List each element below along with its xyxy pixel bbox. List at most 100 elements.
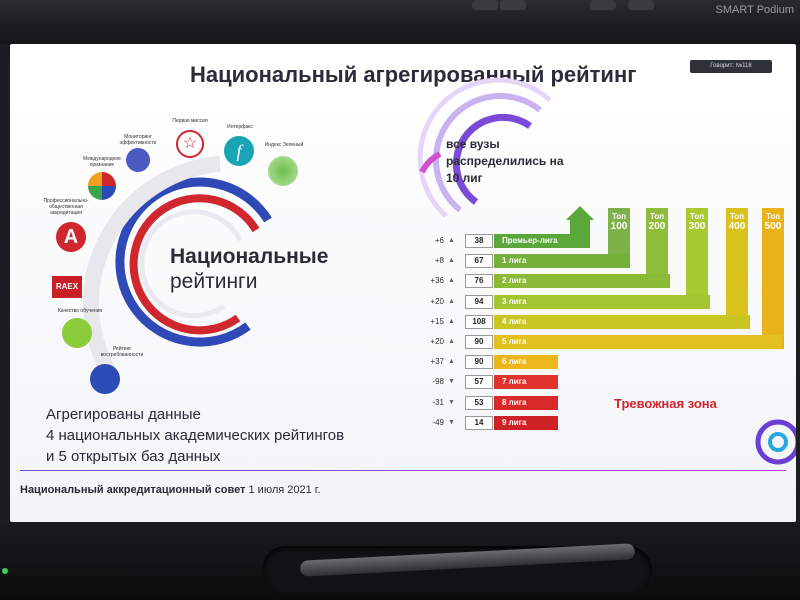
league-count: 90: [465, 335, 493, 349]
footer-org: Национальный аккредитационный совет: [20, 484, 246, 496]
up-triangle-icon: ▲: [448, 358, 455, 366]
top-column: [646, 208, 668, 289]
aggregated-line: 4 национальных академических рейтингов: [46, 427, 345, 444]
league-bar: 9 лига: [494, 415, 558, 430]
national-ratings-title: Национальные: [170, 245, 329, 268]
top-label-value: 500: [764, 221, 782, 232]
raex-icon: RAEX: [52, 276, 82, 298]
up-triangle-icon: ▲: [448, 317, 455, 325]
league-ring-purple: [452, 113, 533, 205]
icons-arc: [83, 156, 221, 379]
top-label-value: 200: [648, 221, 666, 232]
monitor-bezel-top: SMART Podium: [0, 0, 800, 44]
league-count: 94: [465, 294, 493, 309]
top-label-value: 300: [688, 221, 706, 232]
league-count: 38: [465, 234, 493, 248]
national-ring-blue: [115, 177, 272, 347]
league-count: 90: [465, 355, 493, 370]
up-triangle-icon: ▲: [448, 277, 455, 285]
league-delta: +36: [430, 276, 444, 286]
quality-icon: [62, 318, 92, 348]
league-delta: -98: [432, 377, 444, 387]
council-logo-inner: [768, 432, 788, 452]
icon-label: Первая миссия: [172, 118, 208, 124]
icon-label: Интерфакс: [227, 124, 253, 130]
league-ring-light: [432, 93, 542, 213]
league-count: 67: [465, 254, 493, 269]
up-triangle-icon: ▲: [448, 297, 455, 305]
monitoring-icon: [126, 148, 150, 172]
top-label-value: 400: [728, 221, 746, 232]
icon-label: Рейтинг востребованности: [100, 346, 144, 358]
top-column: [608, 208, 630, 269]
participant-label: Говорит: №118: [690, 60, 772, 73]
league-count: 108: [465, 314, 493, 329]
premier-arrow: [566, 206, 594, 220]
up-triangle-icon: ▲: [448, 257, 455, 265]
top-label-word: Топ: [611, 212, 627, 221]
bezel-button[interactable]: [590, 0, 616, 10]
aggregated-text: Агрегированы данные 4 национальных акаде…: [46, 404, 344, 467]
league-delta: +8: [434, 256, 444, 266]
league-bar: 2 лига: [494, 274, 670, 289]
all-universities-text: все вузы распределились на 10 лиг: [446, 137, 564, 185]
bezel-button[interactable]: [472, 0, 498, 10]
decorative-rings: [83, 77, 796, 465]
top-label-value: 100: [610, 221, 628, 232]
demand-icon: [90, 364, 120, 394]
bezel-button[interactable]: [500, 0, 526, 10]
footer-date: 1 июля 2021 г.: [245, 484, 321, 496]
top-label-word: Топ: [765, 212, 781, 221]
league-count: 53: [465, 395, 493, 410]
icon-label: Профессионально-общественная аккредитаци…: [43, 198, 89, 216]
league-delta: -31: [432, 397, 444, 407]
top-label: Топ 200: [646, 212, 668, 232]
top-label-word: Топ: [729, 212, 745, 221]
top-label: Топ 100: [608, 212, 630, 232]
interfax-icon: f: [224, 136, 254, 166]
league-delta: -49: [432, 417, 444, 427]
top-label-word: Топ: [689, 212, 705, 221]
presentation-slide: Национальный агрегированный рейтинг Гово…: [10, 44, 796, 522]
league-bar: 6 лига: [494, 355, 558, 370]
league-bar: 3 лига: [494, 294, 710, 309]
alarm-zone-label: Тревожная зона: [614, 396, 717, 411]
icon-label: Индекс Зеленый: [264, 142, 304, 148]
down-triangle-icon: ▼: [448, 378, 455, 386]
bezel-button[interactable]: [628, 0, 654, 10]
league-delta: +37: [430, 357, 444, 367]
league-bar: 4 лига: [494, 314, 750, 329]
icon-label: Качество обучения: [57, 308, 103, 314]
international-icon: [88, 172, 116, 200]
icon-label: Международное признание: [83, 156, 121, 168]
accreditation-icon: A: [56, 222, 86, 252]
top-label: Топ 400: [726, 212, 748, 232]
league-count: 76: [465, 274, 493, 289]
top-column: [686, 208, 708, 309]
down-triangle-icon: ▼: [448, 398, 455, 406]
top-label: Топ 300: [686, 212, 708, 232]
league-bar: 5 лига: [494, 335, 782, 349]
league-delta: +6: [434, 236, 444, 245]
league-bar: Премьер-лига: [494, 234, 580, 248]
league-delta: +15: [430, 316, 444, 326]
national-ring-red: [129, 194, 260, 335]
aggregated-line: Агрегированы данные: [46, 406, 201, 423]
up-triangle-icon: ▲: [448, 338, 455, 345]
top-label-word: Топ: [649, 212, 665, 221]
aggregated-line: и 5 открытых баз данных: [46, 448, 221, 465]
league-count: 57: [465, 375, 493, 390]
league-ring-pink: [419, 151, 442, 174]
slide-title: Национальный агрегированный рейтинг: [190, 62, 637, 87]
league-delta: +20: [430, 296, 444, 306]
top-label: Топ 500: [762, 212, 784, 232]
top-column: [762, 208, 784, 349]
footer-divider: [20, 470, 786, 471]
brand-label: SMART Podium: [715, 4, 794, 16]
league-count: 14: [465, 415, 493, 430]
national-ring-inner: [139, 209, 243, 319]
national-ratings-subtitle: рейтинги: [170, 270, 258, 293]
league-ring-faint: [417, 77, 552, 218]
league-bar: 8 лига: [494, 395, 558, 410]
top-column: [726, 208, 748, 329]
